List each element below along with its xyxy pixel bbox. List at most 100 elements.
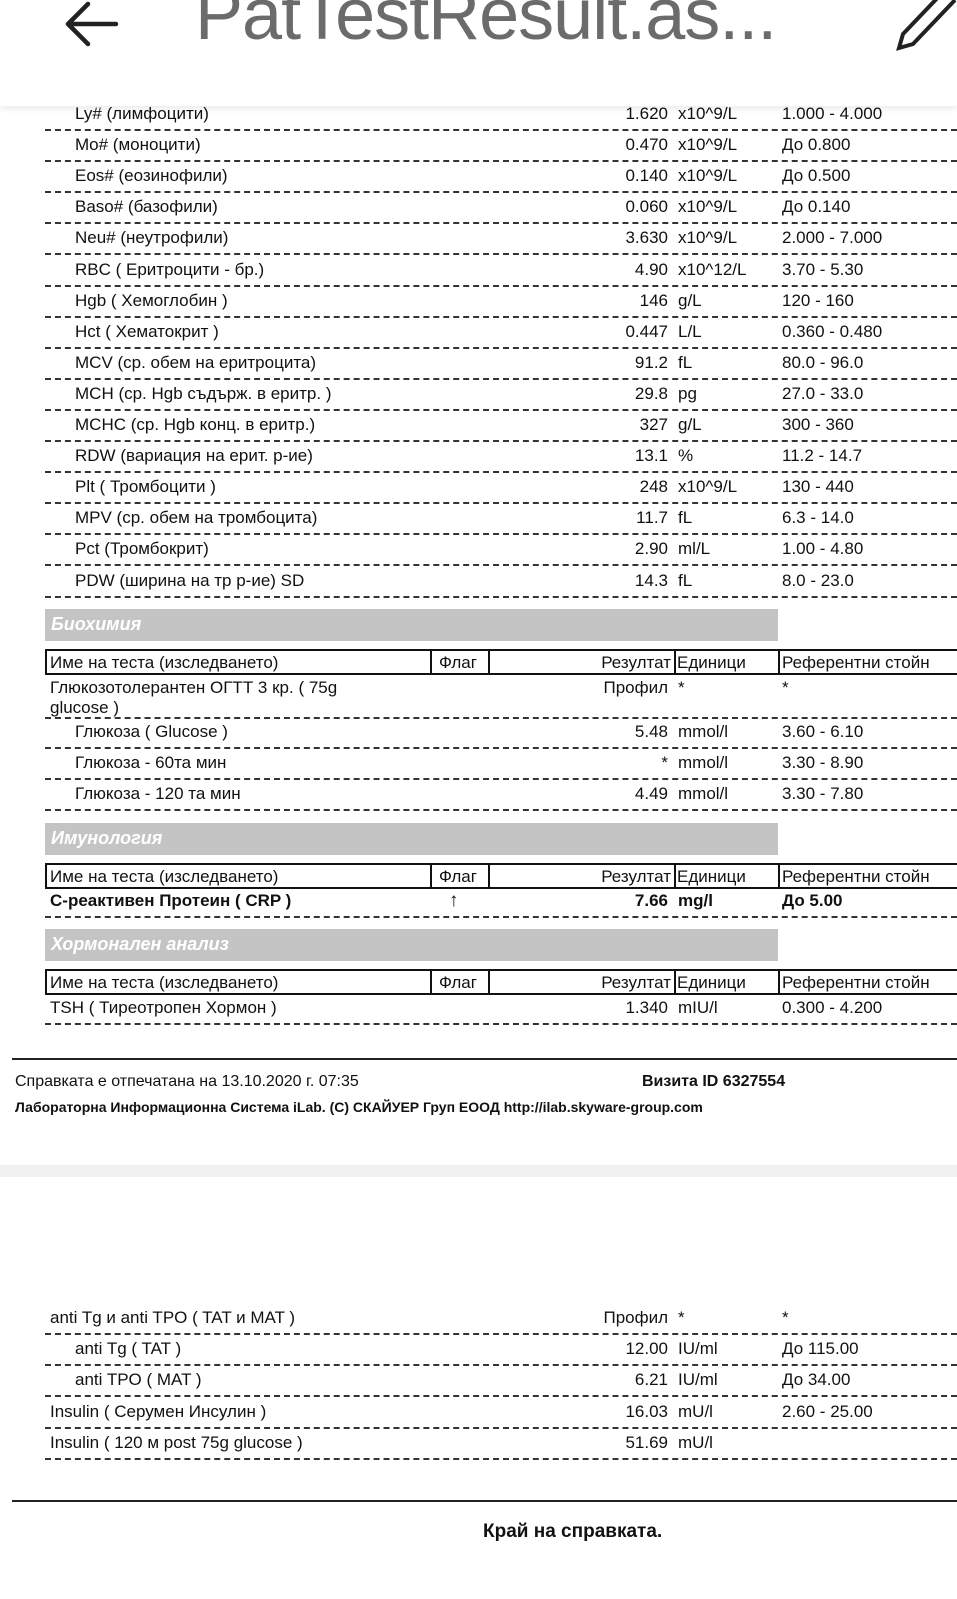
- column-divider: [488, 971, 490, 993]
- hormonal-section-header: Хормонален анализ: [45, 929, 778, 961]
- reference-range: 80.0 - 96.0: [782, 352, 864, 372]
- unit: IU/ml: [678, 1370, 718, 1390]
- test-name: RDW (вариация на ерит. р-ие): [75, 446, 313, 466]
- reference-range: 2.000 - 7.000: [782, 228, 883, 248]
- column-result: Резултат: [601, 653, 671, 672]
- dotted-divider: [45, 284, 957, 287]
- app-bar: PatTestResult.as...: [0, 0, 957, 106]
- end-of-report: Край на справката.: [483, 1521, 663, 1542]
- test-name: anti Tg и anti TPO ( TAT и MAT ): [50, 1308, 296, 1327]
- result-value: 11.7: [636, 508, 668, 528]
- reference-range: 3.60 - 6.10: [782, 722, 864, 741]
- test-name: Hgb ( Хемоглобин ): [75, 290, 228, 310]
- result-value: 1.620: [625, 104, 668, 123]
- result-value: 1.340: [625, 998, 668, 1017]
- column-divider: [674, 865, 676, 887]
- visit-id: Визита ID 6327554: [642, 1073, 786, 1090]
- test-name: Глюкоза - 120 та мин: [75, 784, 241, 803]
- dotted-divider: [45, 747, 957, 749]
- table-header: Име на теста (изследването) Флаг Резултат Е…: [45, 863, 957, 889]
- reference-range: 3.30 - 7.80: [782, 784, 864, 803]
- section-title: Биохимия: [51, 614, 142, 634]
- result-value: 51.69: [625, 1432, 668, 1452]
- arrow-left-icon[interactable]: [60, 0, 120, 54]
- reference-range: 300 - 360: [782, 415, 854, 434]
- reference-range: 120 - 160: [782, 290, 854, 310]
- unit: x10^9/L: [678, 104, 738, 123]
- column-divider: [674, 651, 676, 673]
- reference-range: До 0.800: [782, 135, 851, 155]
- test-name: Eos# (еозинофили): [75, 166, 228, 186]
- reference-range: 1.000 - 4.000: [782, 104, 883, 123]
- unit: IU/ml: [678, 1339, 718, 1359]
- result-value: 0.447: [625, 321, 668, 341]
- reference-range: 0.360 - 0.480: [782, 321, 883, 341]
- unit: x10^9/L: [678, 166, 738, 186]
- test-name: RBC ( Еритроцити - бр.): [75, 259, 265, 279]
- dotted-divider: [45, 916, 957, 918]
- dotted-divider: [45, 346, 957, 349]
- column-flag: Флаг: [439, 973, 477, 992]
- dotted-divider: [45, 1364, 957, 1367]
- test-name: MPV (ср. обем на тромбоцита): [75, 508, 318, 528]
- test-name: TSH ( Тиреотропен Хормон ): [50, 998, 277, 1017]
- dotted-divider: [45, 191, 957, 194]
- reference-range: *: [782, 1308, 789, 1327]
- result-value: *: [661, 753, 668, 772]
- unit: ml/L: [678, 539, 711, 559]
- section-title: Имунология: [51, 828, 163, 848]
- document-title: PatTestResult.as...: [195, 0, 777, 55]
- dotted-divider: [45, 1426, 957, 1429]
- immunology-section-header: Имунология: [45, 823, 778, 855]
- unit: x10^12/L: [678, 259, 747, 279]
- test-name: Plt ( Тромбоцити ): [75, 477, 216, 497]
- reference-range: 3.70 - 5.30: [782, 259, 864, 279]
- test-name: Глюкоза - 60та мин: [75, 753, 227, 772]
- reference-range: До 115.00: [782, 1339, 859, 1359]
- unit: fL: [678, 352, 693, 372]
- unit: x10^9/L: [678, 197, 738, 217]
- column-divider: [488, 651, 490, 673]
- result-value: 16.03: [625, 1401, 668, 1421]
- dotted-divider: [45, 408, 957, 411]
- unit: g/L: [678, 290, 702, 310]
- reference-range: 2.60 - 25.00: [782, 1401, 873, 1421]
- dotted-divider: [45, 471, 957, 474]
- unit: fL: [678, 570, 693, 590]
- printed-date: Справката е отпечатана на 13.10.2020 г. …: [15, 1073, 359, 1090]
- unit: *: [678, 678, 685, 697]
- dotted-divider: [45, 440, 957, 442]
- test-name: Baso# (базофили): [75, 197, 218, 217]
- result-value: 4.49: [634, 784, 668, 803]
- reference-range: До 0.500: [782, 166, 851, 186]
- column-reference: Референтни стойн: [782, 867, 930, 886]
- reference-range: 8.0 - 23.0: [782, 570, 854, 590]
- dotted-divider: [45, 222, 957, 225]
- column-units: Единици: [677, 653, 746, 672]
- result-value: 4.90: [634, 259, 668, 279]
- column-divider: [778, 971, 780, 993]
- result-value: 0.060: [625, 197, 668, 217]
- reference-range: 0.300 - 4.200: [782, 998, 883, 1017]
- result-value: 248: [639, 477, 668, 497]
- test-name: PDW (ширина на тр р-ие) SD: [75, 570, 305, 590]
- test-name: MCHC (ср. Hgb конц. в еритр.): [75, 415, 316, 434]
- unit: fL: [678, 508, 693, 528]
- pencil-icon[interactable]: [895, 0, 957, 52]
- reference-range: 3.30 - 8.90: [782, 753, 864, 772]
- dotted-divider: [45, 1023, 957, 1025]
- test-name: anti Tg ( TAT ): [75, 1339, 182, 1359]
- result-value: 5.48: [634, 722, 668, 741]
- column-reference: Референтни стойн: [782, 973, 930, 992]
- test-name: Neu# (неутрофили): [75, 228, 229, 248]
- column-units: Единици: [677, 973, 746, 992]
- column-flag: Флаг: [439, 867, 477, 886]
- column-divider: [674, 971, 676, 993]
- result-value: 3.630: [625, 228, 668, 248]
- unit: x10^9/L: [678, 135, 738, 155]
- test-name: Ly# (лимфоцити): [75, 104, 209, 123]
- column-name: Име на теста (изследването): [50, 867, 279, 886]
- reference-range: 130 - 440: [782, 477, 854, 497]
- test-name: Hct ( Хематокрит ): [75, 321, 219, 341]
- unit: x10^9/L: [678, 477, 738, 497]
